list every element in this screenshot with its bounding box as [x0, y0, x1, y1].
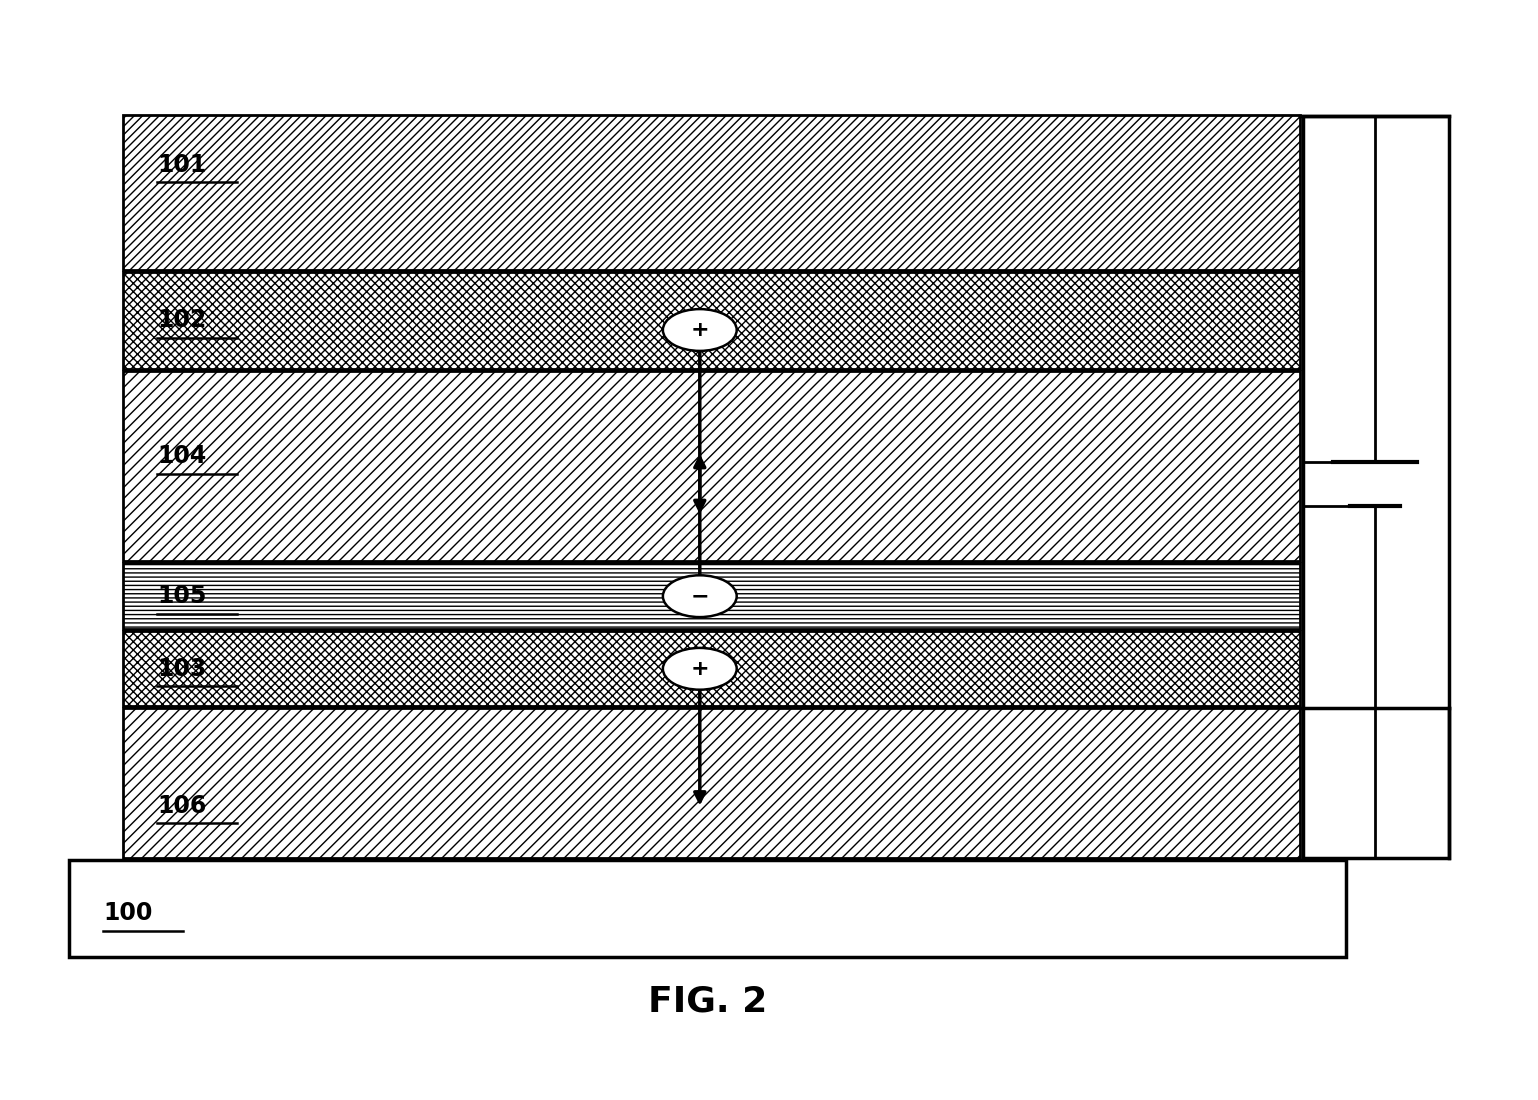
Bar [123, 116, 1300, 270]
Text: 105: 105 [157, 584, 206, 608]
Bar [123, 272, 1300, 368]
Bar [69, 860, 1346, 957]
Bar [123, 708, 1300, 858]
Ellipse shape [663, 309, 737, 351]
Text: 106: 106 [157, 793, 206, 817]
Bar [1303, 116, 1449, 858]
Text: −: − [691, 586, 709, 606]
Text: 100: 100 [103, 901, 152, 925]
Text: 101: 101 [157, 153, 206, 177]
Text: +: + [691, 659, 709, 679]
Bar [123, 371, 1300, 561]
Bar [123, 631, 1300, 706]
Ellipse shape [663, 648, 737, 690]
Bar [123, 563, 1300, 629]
Text: FIG. 2: FIG. 2 [647, 984, 767, 1018]
Text: 102: 102 [157, 308, 206, 332]
Ellipse shape [663, 575, 737, 617]
Text: 103: 103 [157, 657, 206, 681]
Text: 104: 104 [157, 444, 206, 469]
Text: +: + [691, 320, 709, 340]
